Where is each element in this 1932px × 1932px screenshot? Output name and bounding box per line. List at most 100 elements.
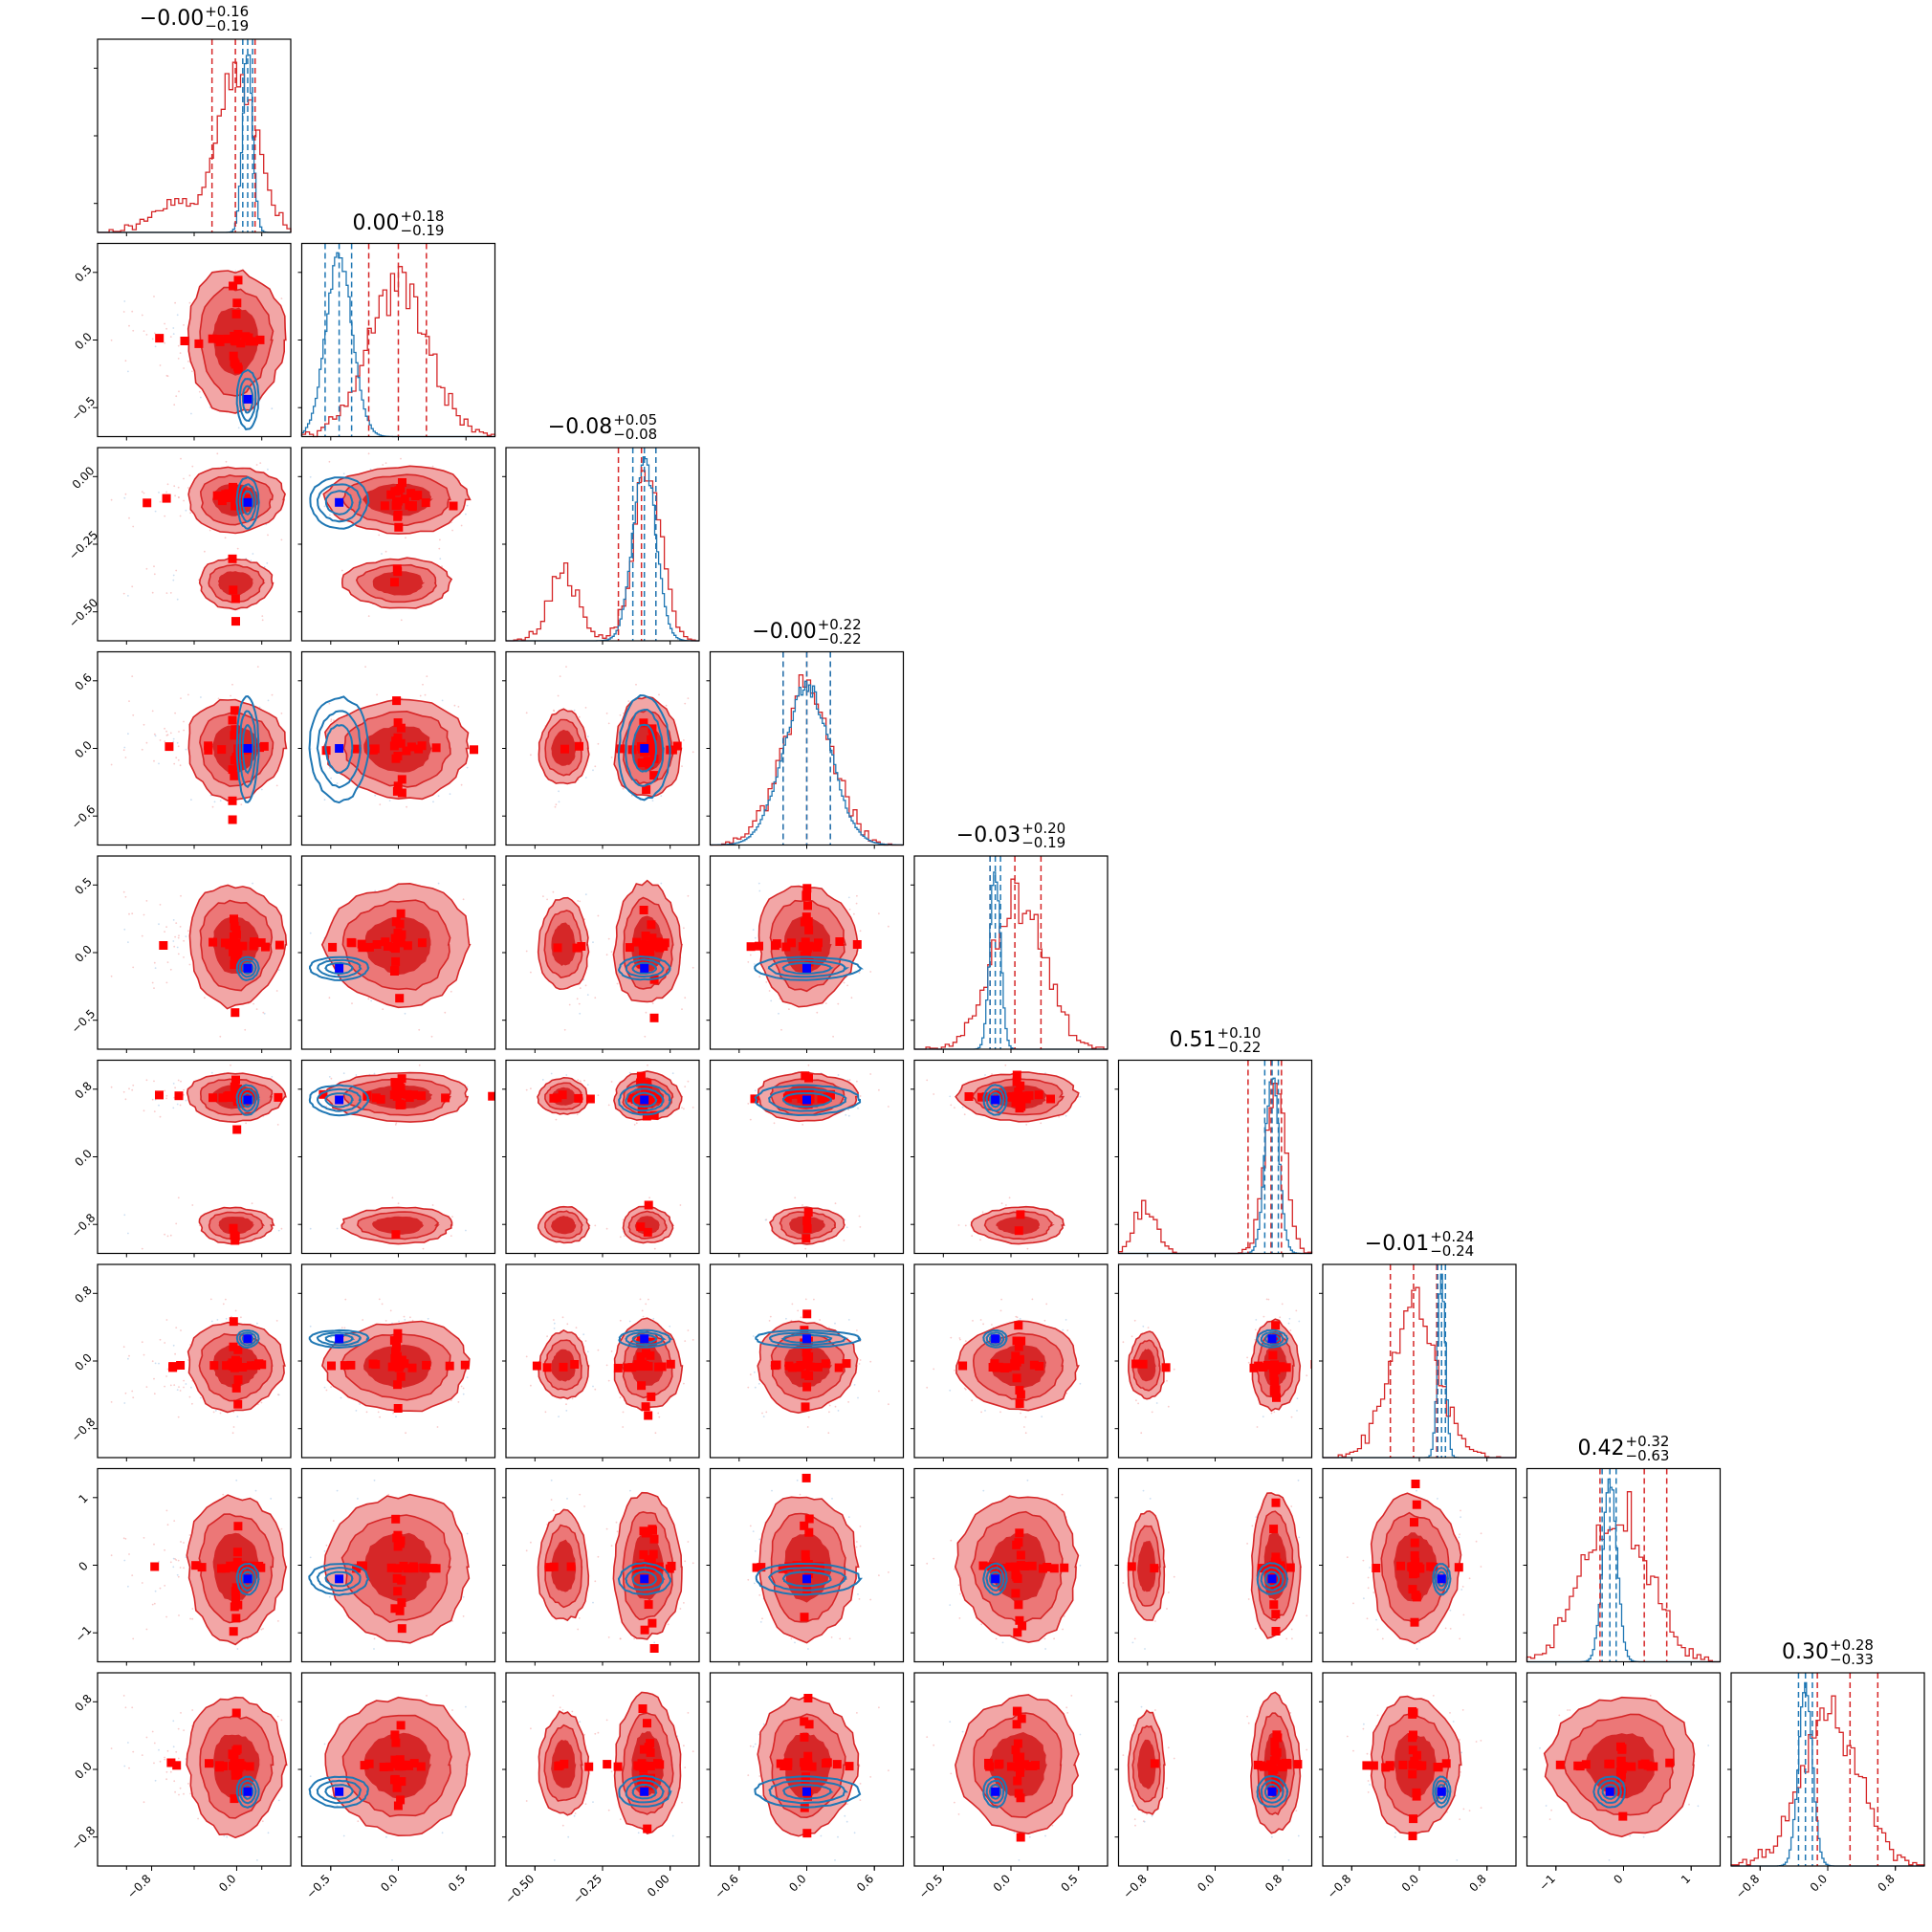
marker-red (977, 1092, 986, 1102)
contour-blue (241, 384, 254, 414)
sample-point (559, 675, 561, 677)
sample-point (653, 1247, 656, 1250)
sample-point (110, 339, 113, 341)
marker-red (228, 796, 237, 805)
sample-point (605, 954, 608, 956)
marker-red (639, 718, 648, 728)
sample-point (323, 799, 326, 801)
sample-point (179, 926, 182, 928)
sample-point (577, 900, 580, 902)
panel-2d-6-1 (110, 1064, 287, 1250)
sample-point (878, 912, 880, 915)
sample-point (172, 940, 175, 942)
marker-red (648, 724, 657, 734)
sample-point (432, 801, 434, 803)
sample-point (530, 971, 532, 974)
sample-point (832, 1035, 834, 1038)
sample-point (165, 730, 168, 733)
sample-point (692, 1107, 694, 1109)
histogram-blue (1118, 1077, 1312, 1255)
sample-point (124, 360, 127, 362)
sample-point (123, 300, 126, 302)
sample-point (749, 954, 752, 956)
sample-point (325, 1389, 328, 1392)
sample-point (856, 1080, 858, 1083)
sample-point (418, 1064, 421, 1066)
marker-red (231, 617, 240, 626)
sample-point (344, 1298, 347, 1301)
sample-point (280, 297, 283, 299)
sample-point (1005, 1204, 1007, 1206)
marker-red (209, 1093, 217, 1103)
marker-red (209, 937, 218, 947)
sample-point (122, 311, 125, 313)
sample-point (159, 1115, 162, 1118)
sample-point (541, 1079, 544, 1081)
contour-blue (618, 1083, 672, 1116)
marker-red (644, 1200, 653, 1210)
marker-red (449, 501, 458, 511)
marker-red (1012, 1094, 1021, 1104)
sample-point (681, 1107, 683, 1109)
sample-point (256, 666, 259, 668)
sample-point (275, 784, 278, 787)
histogram-red (1117, 1083, 1313, 1255)
sample-point (158, 1362, 160, 1365)
marker-red (421, 498, 430, 508)
sample-point (216, 452, 219, 455)
marker-red (814, 938, 823, 948)
sample-point (178, 934, 180, 937)
marker-red (389, 1090, 399, 1100)
sample-point (635, 683, 637, 686)
marker-red (644, 1099, 653, 1109)
panel-content (747, 1064, 889, 1250)
marker-red (616, 744, 626, 754)
marker-red (208, 334, 217, 343)
sample-point (336, 1227, 339, 1230)
sample-point (204, 550, 206, 553)
sample-point (1008, 1197, 1011, 1199)
sample-point (145, 334, 148, 336)
contour-blue (241, 723, 254, 775)
marker-red (162, 494, 171, 503)
marker-red (155, 1090, 164, 1100)
sample-point (165, 735, 168, 736)
sample-point (405, 537, 406, 539)
marker-red (347, 938, 357, 948)
sample-point (397, 1202, 400, 1205)
sample-point (687, 894, 690, 897)
marker-red (585, 1094, 595, 1104)
sample-point (651, 1002, 654, 1004)
sample-point (173, 945, 176, 948)
sample-point (256, 1322, 258, 1325)
marker-red (228, 715, 237, 725)
marker-red (390, 967, 399, 976)
sample-point (622, 787, 625, 790)
sample-point (180, 894, 182, 897)
sample-point (177, 936, 180, 939)
panel-2d-6-3 (525, 1064, 694, 1250)
sample-point (340, 1327, 343, 1328)
sample-point (457, 706, 460, 708)
sample-point (165, 592, 168, 594)
sample-point (151, 1098, 154, 1101)
marker-red (194, 339, 204, 348)
panel-hist-9 (1730, 1673, 1925, 1867)
sample-point (367, 615, 370, 617)
sample-point (834, 1202, 837, 1205)
sample-point (465, 513, 467, 516)
sample-point (658, 693, 660, 696)
sample-point (623, 1235, 626, 1237)
marker-red (803, 917, 813, 927)
panel-content (110, 452, 286, 626)
sample-point (271, 407, 274, 410)
sample-point (807, 1064, 810, 1066)
contour-blue (235, 368, 260, 431)
marker-blue (640, 744, 649, 753)
sample-point (127, 1232, 129, 1235)
marker-red (636, 1078, 646, 1087)
marker-red (1014, 1226, 1023, 1236)
sample-point (684, 997, 687, 999)
sample-point (191, 1402, 193, 1405)
sample-point (209, 794, 212, 797)
